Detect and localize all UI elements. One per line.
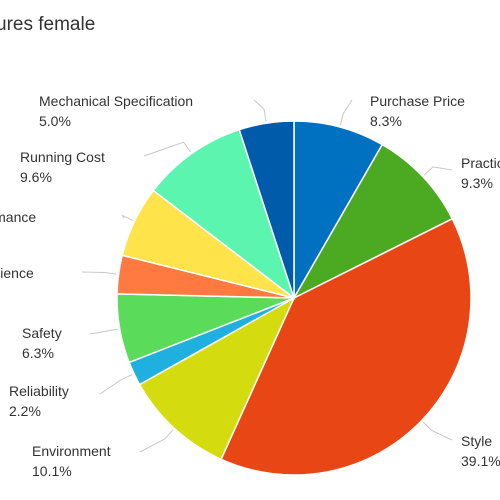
leader-line: [99, 374, 133, 395]
leader-line: [139, 429, 174, 453]
slice-percent-label: 39.1%: [461, 453, 500, 469]
slice-label: Convenience: [0, 265, 34, 281]
slice-label: Mechanical Specification: [39, 93, 193, 109]
slice-percent-label: 9.6%: [20, 169, 52, 185]
leader-line: [339, 99, 353, 126]
leader-line: [121, 214, 133, 221]
slice-label: Style: [461, 433, 492, 449]
leader-line: [89, 328, 118, 335]
leader-line: [253, 99, 267, 122]
pie-slice-style: [220, 217, 472, 476]
leader-line: [422, 421, 453, 441]
slice-label: Practicality: [461, 155, 500, 171]
slice-percent-label: 10.1%: [32, 463, 72, 479]
leader-line: [143, 141, 191, 157]
leader-line: [81, 271, 117, 275]
leader-lines: [81, 99, 453, 453]
slice-label: Reliability: [9, 383, 69, 399]
pie-slices: [116, 120, 472, 476]
pie-slice-practicality: [292, 143, 454, 300]
slice-labels: Purchase Price 8.3% Practicality 9.3% Style 3…: [0, 93, 500, 479]
pie-slice-mechanical-specification: [238, 120, 295, 299]
leader-line: [423, 166, 453, 176]
slice-label: Running Cost: [20, 149, 105, 165]
slice-percent-label: 5.0%: [39, 113, 71, 129]
slice-label: Safety: [22, 325, 62, 341]
slice-label: Purchase Price: [370, 93, 465, 109]
pie-slice-environment: [138, 296, 296, 461]
slice-percent-label: 9.3%: [461, 175, 493, 191]
pie-slice-running-cost: [152, 128, 296, 301]
slice-percent-label: 8.3%: [370, 113, 402, 129]
slice-label: Environment: [32, 443, 111, 459]
pie-slice-purchase-price: [293, 120, 384, 301]
slice-label: Performance: [0, 209, 36, 225]
chart-title: ures female: [0, 14, 95, 35]
slice-percent-label: 6.3%: [22, 345, 54, 361]
slice-percent-label: 2.2%: [9, 403, 41, 419]
